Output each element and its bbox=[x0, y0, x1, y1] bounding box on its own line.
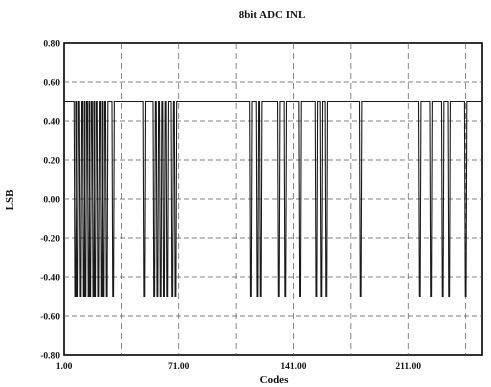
y-tick-label: 0.80 bbox=[43, 40, 60, 50]
y-tick-label: 0.20 bbox=[43, 157, 60, 167]
x-tick-label: 1.00 bbox=[56, 362, 73, 372]
x-axis-title: Codes bbox=[260, 374, 289, 386]
y-tick-label: 0.00 bbox=[43, 196, 60, 206]
chart-title: 8bit ADC INL bbox=[239, 9, 306, 21]
x-tick-labels: 1.00 71.00 141.00 211.00 bbox=[56, 362, 422, 372]
inl-series-line bbox=[64, 100, 482, 298]
x-tick-label: 141.00 bbox=[280, 362, 306, 372]
y-axis-title: LSB bbox=[4, 189, 16, 210]
y-tick-label: -0.20 bbox=[40, 235, 60, 245]
y-tick-label: -0.80 bbox=[40, 352, 60, 362]
y-tick-label: -0.40 bbox=[40, 274, 60, 284]
x-tick-label: 211.00 bbox=[395, 362, 421, 372]
y-tick-label: 0.40 bbox=[43, 118, 60, 128]
y-tick-labels: 0.80 0.60 0.40 0.20 0.00 -0.20 -0.40 -0.60 -0.80 bbox=[40, 40, 60, 362]
y-tick-label: 0.60 bbox=[43, 79, 60, 89]
x-tick-label: 71.00 bbox=[168, 362, 190, 372]
grid-lines bbox=[64, 43, 482, 355]
y-tick-label: -0.60 bbox=[40, 313, 60, 323]
